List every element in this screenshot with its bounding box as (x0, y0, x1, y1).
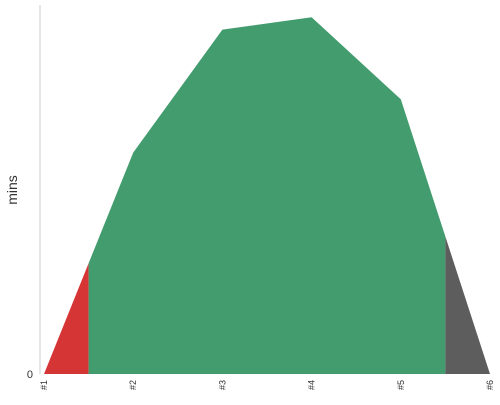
x-tick-label: #6 (485, 380, 495, 390)
x-tick-label: #5 (396, 380, 406, 390)
axes: mins (4, 5, 41, 374)
x-tick-label: #3 (217, 380, 227, 390)
x-tick-label: #2 (128, 380, 138, 390)
y-axis-label: mins (4, 175, 20, 205)
y-tick-label: 0 (27, 369, 33, 381)
area-segment-3 (445, 236, 490, 374)
axis-ticks: 0 #1 #2 #3 #4 #5 #6 (27, 369, 495, 390)
plot-area (44, 17, 490, 375)
x-tick-label: #1 (39, 380, 49, 390)
x-tick-label: #4 (307, 380, 317, 390)
area-segment-1 (44, 263, 89, 374)
area-segment-2 (88, 17, 446, 375)
